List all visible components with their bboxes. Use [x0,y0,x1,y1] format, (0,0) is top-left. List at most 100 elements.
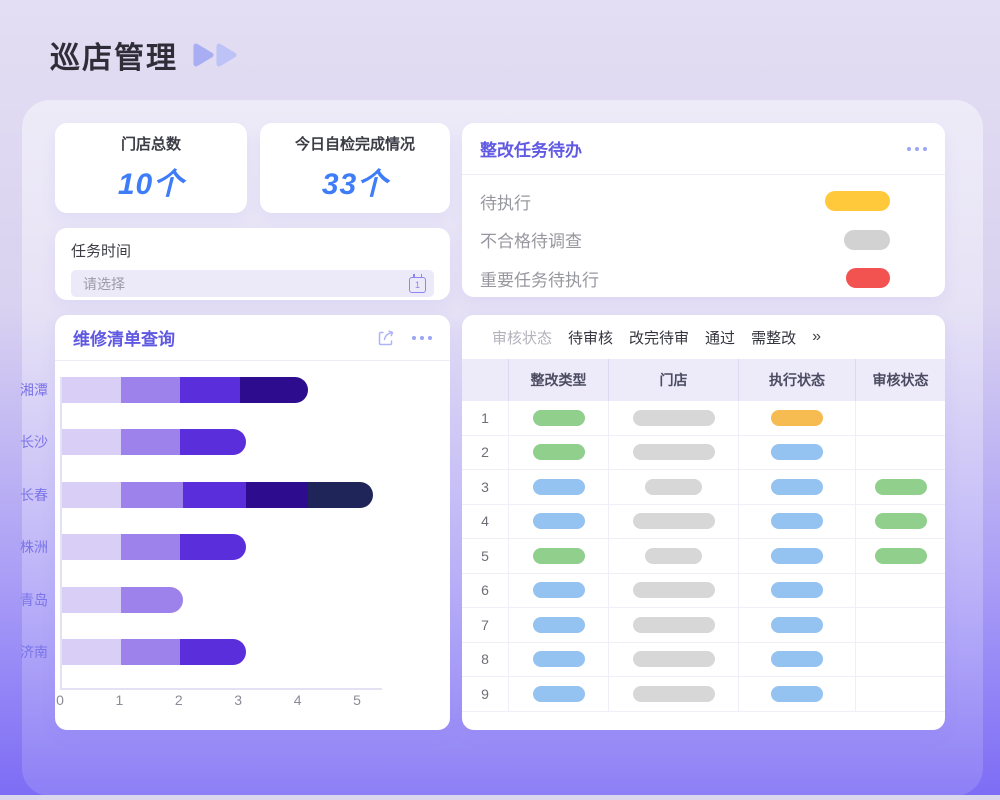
task-time-date-picker[interactable]: 请选择 1 [71,270,434,297]
table-cell [609,539,739,573]
bar-segment [183,481,246,508]
table-header-cell: 执行状态 [739,359,856,401]
row-number-cell: 2 [462,435,509,469]
tab-改完待审[interactable]: 改完待审 [629,329,690,347]
table-row[interactable]: 1 [462,401,945,436]
bar-segment [180,429,246,456]
table-row[interactable]: 2 [462,435,945,470]
repair-panel-header: 维修清单查询 [55,315,450,361]
table-row[interactable]: 3 [462,470,945,505]
chart-category-label: 长春 [20,486,48,503]
table-row[interactable]: 7 [462,608,945,643]
stat-label: 今日自检完成情况 [294,136,415,153]
table-row[interactable]: 6 [462,573,945,608]
status-pill [632,513,715,530]
bottom-strip [0,795,1000,800]
bar-segment [307,481,374,508]
rectification-table-panel: 审核状态 待审核 改完待审 通过 需整改 » 整改类型 门店 执行状态 审核状态 1 2 3 4 5 6… [462,315,945,730]
table-cell [856,574,945,608]
table-cell [739,435,856,469]
stat-value: 10个 [117,168,185,201]
tab-待审核[interactable]: 待审核 [568,329,614,347]
chart-x-axis [60,688,382,690]
status-pill [645,478,702,495]
stat-card-total-stores: 门店总数 10个 [55,123,247,213]
todo-panel-header: 整改任务待办 [462,123,945,175]
chart-x-tick: 4 [293,692,302,708]
tab-通过[interactable]: 通过 [705,329,736,347]
tab-需整改[interactable]: 需整改 [751,329,797,347]
review-status-filter-label: 审核状态 [492,329,553,347]
bar-segment [61,639,121,665]
calendar-icon[interactable]: 1 [409,273,426,293]
table-cell [856,436,945,470]
share-icon[interactable] [376,328,396,348]
table-header-row: 整改类型 门店 执行状态 审核状态 [462,359,945,401]
table-cell [509,608,609,642]
bar-segment [61,481,121,508]
chart-bar-row [61,377,308,403]
status-pill [771,513,823,530]
table-cell [509,539,609,573]
ellipsis-icon[interactable] [412,332,432,344]
row-number-cell: 3 [462,470,509,504]
table-row[interactable]: 8 [462,642,945,677]
table-cell [509,401,609,435]
status-pill [532,513,585,530]
table-header-cell [462,359,509,401]
chart-category-label: 长沙 [20,434,48,451]
page-header: 巡店管理 [50,33,238,77]
table-cell [739,677,856,711]
task-time-label: 任务时间 [71,243,132,260]
table-cell [509,435,609,469]
table-cell [609,401,739,435]
table-row[interactable]: 9 [462,677,945,712]
status-pill [532,616,585,633]
review-status-tabs: 审核状态 待审核 改完待审 通过 需整改 » [462,315,945,359]
row-number-cell: 8 [462,642,509,676]
status-pill [874,478,927,495]
chart-bar-row [61,534,246,561]
tabs-host: 待审核 改完待审 通过 需整改 [568,327,796,348]
table-cell [739,504,856,538]
chart-category-label: 青岛 [20,591,48,608]
date-picker-placeholder: 请选择 [83,275,125,292]
bar-segment [245,481,308,508]
chart-category-label: 株洲 [20,539,48,556]
table-row[interactable]: 5 [462,539,945,574]
table-header-cell: 审核状态 [872,372,929,388]
todo-panel: 整改任务待办 待执行 不合格待调查 重要任务待执行 [462,123,945,297]
todo-item[interactable]: 待执行 [462,182,945,221]
task-time-card: 任务时间 请选择 1 [55,228,450,300]
chart-bar-row [61,586,184,613]
row-number-cell: 4 [462,504,509,538]
bar-segment [180,639,246,665]
status-pill [532,651,585,668]
table-cell [609,470,739,504]
bar-segment [120,586,184,613]
ellipsis-icon[interactable] [907,143,927,155]
bar-segment [120,481,184,508]
table-cell [856,505,945,539]
status-pill [771,409,823,426]
todo-item[interactable]: 重要任务待执行 [462,259,945,298]
bar-segment [120,534,181,561]
table-header-cell: 整改类型 [509,359,609,401]
status-pill [844,229,890,250]
double-play-arrows-icon [193,43,237,67]
todo-item[interactable]: 不合格待调查 [462,221,945,260]
table-row[interactable]: 4 [462,504,945,539]
table-cell [739,539,856,573]
chart-category-label: 湘潭 [20,382,48,398]
bar-segment [120,377,181,403]
status-pill [771,616,823,633]
bar-segment [61,429,121,456]
tabs-more-button[interactable]: » [812,328,821,345]
stat-value: 33个 [321,168,389,201]
page-title: 巡店管理 [50,42,178,75]
status-pill [771,478,823,495]
table-cell [739,401,856,435]
table-cell [856,677,945,711]
status-pill [532,685,585,702]
